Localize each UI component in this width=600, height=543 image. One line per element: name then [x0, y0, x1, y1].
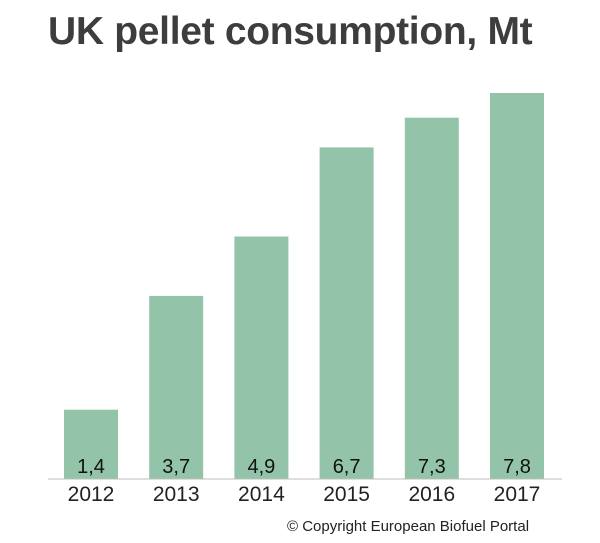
x-tick-labels-group: 2012 2013 2014 2015 2016 2017 — [68, 483, 541, 506]
bar-labels-group: 1,4 3,7 4,9 6,7 7,3 7,8 — [77, 456, 531, 478]
bar-value-label-2015: 6,7 — [333, 456, 361, 478]
x-tick-label-2016: 2016 — [408, 483, 455, 506]
x-tick-label-2015: 2015 — [323, 483, 370, 506]
copyright-text: © Copyright European Biofuel Portal — [287, 518, 530, 535]
x-tick-label-2014: 2014 — [238, 483, 285, 506]
bars-group — [64, 93, 544, 479]
bar-2017 — [490, 93, 544, 479]
bar-2016 — [404, 117, 459, 479]
bar-2013 — [149, 295, 204, 479]
bar-2012 — [64, 409, 118, 479]
bar-value-label-2014: 4,9 — [247, 456, 275, 478]
bar-value-label-2012: 1,4 — [77, 456, 105, 478]
x-tick-label-2012: 2012 — [68, 483, 115, 506]
bar-2015 — [319, 147, 374, 479]
x-tick-label-2013: 2013 — [153, 483, 200, 506]
bar-2014 — [234, 236, 289, 479]
bar-value-label-2017: 7,8 — [503, 456, 531, 478]
bar-value-label-2016: 7,3 — [418, 456, 446, 478]
bar-value-label-2013: 3,7 — [162, 456, 190, 478]
x-tick-label-2017: 2017 — [494, 483, 541, 506]
chart-title: UK pellet consumption, Mt — [48, 10, 533, 53]
